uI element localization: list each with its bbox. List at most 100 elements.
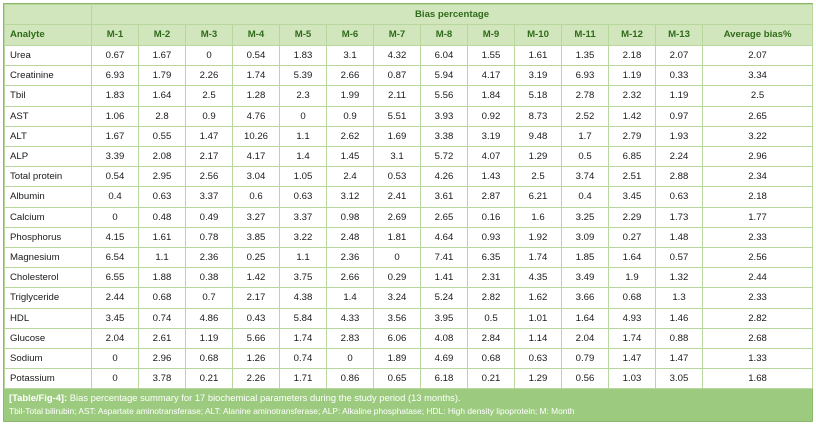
value-cell: 4.93 [608,307,656,329]
value-cell: 0.9 [326,105,374,127]
value-cell: 1.61 [138,226,186,249]
value-cell: 3.12 [326,186,374,208]
value-cell: 2.65 [420,206,468,228]
value-cell: 0.98 [326,206,374,228]
column-header: M-4 [232,24,280,46]
analyte-cell: Magnesium [4,247,92,269]
value-cell: 1.47 [185,125,233,148]
value-cell: 1.74 [232,65,280,87]
value-cell: 3.24 [373,287,421,309]
value-cell: 1.67 [91,125,139,148]
value-cell: 2.95 [138,166,186,188]
value-cell: 7.41 [420,247,468,269]
value-cell: 0.88 [655,327,703,350]
value-cell: 1.42 [232,267,280,289]
analyte-cell: Glucose [4,327,92,350]
value-cell: 2.31 [467,267,515,289]
value-cell: 0.6 [232,186,280,208]
value-cell: 6.54 [91,247,139,269]
value-cell: 2.69 [373,206,421,228]
value-cell: 1.32 [655,267,703,289]
table-row: Magnesium 6.54 1.1 2.36 0.25 1.1 2.36 0 7.41 6.35… [4,247,814,269]
value-cell: 0.57 [655,247,703,269]
value-cell: 2.04 [91,327,139,350]
value-cell: 4.38 [279,287,327,309]
value-cell: 1.64 [138,85,186,107]
value-cell: 0.21 [467,368,515,390]
value-cell: 3.75 [279,267,327,289]
value-cell: 1.83 [91,85,139,107]
column-header: M-9 [467,24,515,46]
value-cell: 2.87 [467,186,515,208]
analyte-cell: Albumin [4,186,92,208]
value-cell: 5.39 [279,65,327,87]
value-cell: 1.74 [514,247,562,269]
value-cell: 4.86 [185,307,233,329]
value-cell: 1.71 [279,368,327,390]
value-cell: 4.15 [91,226,139,249]
value-cell: 4.35 [514,267,562,289]
column-header: M-7 [373,24,421,46]
value-cell: 3.22 [701,125,814,148]
value-cell: 4.08 [420,327,468,350]
value-cell: 0 [91,206,139,228]
value-cell: 1.19 [185,327,233,350]
value-cell: 0.49 [185,206,233,228]
value-cell: 1.73 [655,206,703,228]
value-cell: 0.27 [608,226,656,249]
value-cell: 2.83 [326,327,374,350]
value-cell: 0.67 [91,44,139,67]
value-cell: 1.1 [279,247,327,269]
value-cell: 1.48 [655,226,703,249]
value-cell: 2.79 [608,125,656,148]
value-cell: 3.85 [232,226,280,249]
value-cell: 3.66 [561,287,609,309]
column-header: M-11 [561,24,609,46]
value-cell: 3.45 [91,307,139,329]
value-cell: 2.96 [701,146,814,168]
value-cell: 0.68 [467,348,515,370]
value-cell: 1.85 [561,247,609,269]
table-row: Cholesterol 6.55 1.88 0.38 1.42 3.75 2.66 0.29 1… [4,267,814,289]
value-cell: 5.56 [420,85,468,107]
column-header: M-2 [138,24,186,46]
value-cell: 2.68 [701,327,814,350]
value-cell: 1.64 [561,307,609,329]
value-cell: 2.8 [138,105,186,127]
value-cell: 3.27 [232,206,280,228]
value-cell: 1.84 [467,85,515,107]
value-cell: 0.54 [91,166,139,188]
value-cell: 1.1 [138,247,186,269]
value-cell: 1.81 [373,226,421,249]
value-cell: 0.79 [561,348,609,370]
column-header: M-8 [420,24,468,46]
value-cell: 5.18 [514,85,562,107]
value-cell: 3.1 [326,44,374,67]
value-cell: 6.85 [608,146,656,168]
analyte-cell: Calcium [4,206,92,228]
value-cell: 1.79 [138,65,186,87]
value-cell: 3.09 [561,226,609,249]
value-cell: 2.82 [701,307,814,329]
value-cell: 2.88 [655,166,703,188]
value-cell: 0 [326,348,374,370]
value-cell: 2.17 [185,146,233,168]
value-cell: 3.05 [655,368,703,390]
table-row: ALT 1.67 0.55 1.47 10.26 1.1 2.62 1.69 3.38 3.19 9… [4,125,814,148]
value-cell: 3.22 [279,226,327,249]
value-cell: 2.52 [561,105,609,127]
value-cell: 3.37 [279,206,327,228]
value-cell: 2.36 [185,247,233,269]
value-cell: 2.34 [701,166,814,188]
column-header: M-1 [91,24,139,46]
value-cell: 1.68 [701,368,814,390]
value-cell: 2.07 [701,44,814,67]
value-cell: 2.07 [655,44,703,67]
value-cell: 1.64 [608,247,656,269]
value-cell: 3.39 [91,146,139,168]
value-cell: 5.84 [279,307,327,329]
value-cell: 2.26 [232,368,280,390]
value-cell: 0.9 [185,105,233,127]
value-cell: 2.61 [138,327,186,350]
value-cell: 0.97 [655,105,703,127]
